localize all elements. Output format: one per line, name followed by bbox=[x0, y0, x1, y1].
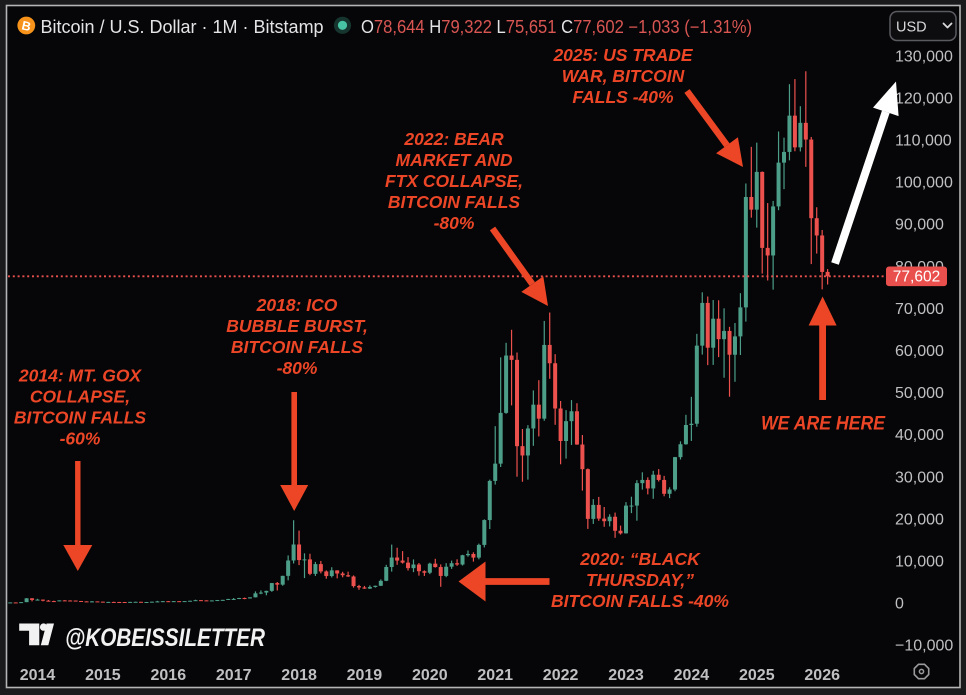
svg-text:2018: ICO: 2018: ICO bbox=[256, 295, 338, 315]
svg-text:77,602: 77,602 bbox=[893, 269, 940, 286]
svg-text:BITCOIN FALLS -40%: BITCOIN FALLS -40% bbox=[551, 591, 729, 611]
svg-text:2014: MT. GOX: 2014: MT. GOX bbox=[18, 365, 143, 385]
svg-text:USD: USD bbox=[896, 20, 927, 36]
svg-text:70,000: 70,000 bbox=[895, 301, 944, 318]
svg-text:120,000: 120,000 bbox=[895, 90, 953, 107]
svg-text:2019: 2019 bbox=[347, 667, 383, 684]
svg-text:O78,644 H79,322 L75,651 C77,60: O78,644 H79,322 L75,651 C77,602 −1,033 (… bbox=[361, 17, 752, 37]
svg-text:10,000: 10,000 bbox=[895, 554, 944, 571]
svg-text:100,000: 100,000 bbox=[895, 175, 953, 192]
svg-text:2020: “BLACK: 2020: “BLACK bbox=[579, 549, 701, 569]
svg-text:WE ARE HERE: WE ARE HERE bbox=[761, 414, 886, 435]
svg-text:2018: 2018 bbox=[281, 667, 317, 684]
svg-text:Bitcoin / U.S. Dollar · 1M · B: Bitcoin / U.S. Dollar · 1M · Bitstamp bbox=[41, 17, 324, 37]
svg-text:FALLS -40%: FALLS -40% bbox=[572, 87, 674, 107]
svg-text:130,000: 130,000 bbox=[895, 48, 953, 65]
svg-text:110,000: 110,000 bbox=[895, 133, 952, 150]
svg-text:2015: 2015 bbox=[85, 667, 121, 684]
svg-text:FTX COLLAPSE,: FTX COLLAPSE, bbox=[385, 171, 523, 191]
svg-text:60,000: 60,000 bbox=[895, 343, 944, 360]
svg-text:2016: 2016 bbox=[151, 667, 187, 684]
svg-text:COLLAPSE,: COLLAPSE, bbox=[30, 386, 130, 406]
svg-text:2023: 2023 bbox=[608, 667, 644, 684]
svg-text:MARKET AND: MARKET AND bbox=[396, 150, 513, 170]
svg-text:2020: 2020 bbox=[412, 667, 448, 684]
svg-text:2025: 2025 bbox=[739, 667, 775, 684]
svg-text:2017: 2017 bbox=[216, 667, 252, 684]
svg-text:2025: US TRADE: 2025: US TRADE bbox=[552, 45, 693, 65]
svg-text:−10,000: −10,000 bbox=[895, 638, 953, 655]
svg-text:BITCOIN FALLS: BITCOIN FALLS bbox=[14, 407, 147, 427]
svg-text:WAR, BITCOIN: WAR, BITCOIN bbox=[562, 66, 685, 86]
svg-text:0: 0 bbox=[895, 596, 904, 613]
svg-text:2022: BEAR: 2022: BEAR bbox=[403, 129, 504, 149]
svg-text:90,000: 90,000 bbox=[895, 217, 944, 234]
svg-text:50,000: 50,000 bbox=[895, 385, 944, 402]
svg-text:30,000: 30,000 bbox=[895, 469, 944, 486]
svg-text:20,000: 20,000 bbox=[895, 511, 944, 528]
svg-text:40,000: 40,000 bbox=[895, 427, 944, 444]
svg-text:B: B bbox=[20, 18, 32, 34]
svg-text:2024: 2024 bbox=[674, 667, 710, 684]
svg-text:-80%: -80% bbox=[277, 358, 318, 378]
svg-text:-60%: -60% bbox=[60, 428, 101, 448]
svg-text:2022: 2022 bbox=[543, 667, 579, 684]
svg-text:BITCOIN FALLS: BITCOIN FALLS bbox=[388, 192, 521, 212]
svg-text:2014: 2014 bbox=[20, 667, 56, 684]
svg-text:@KOBEISSILETTER: @KOBEISSILETTER bbox=[65, 624, 265, 652]
svg-text:BITCOIN FALLS: BITCOIN FALLS bbox=[231, 337, 364, 357]
svg-text:2021: 2021 bbox=[477, 667, 513, 684]
svg-text:THURSDAY,”: THURSDAY,” bbox=[586, 570, 694, 590]
svg-text:2026: 2026 bbox=[804, 667, 840, 684]
svg-text:-80%: -80% bbox=[434, 213, 475, 233]
svg-text:BUBBLE BURST,: BUBBLE BURST, bbox=[226, 316, 368, 336]
